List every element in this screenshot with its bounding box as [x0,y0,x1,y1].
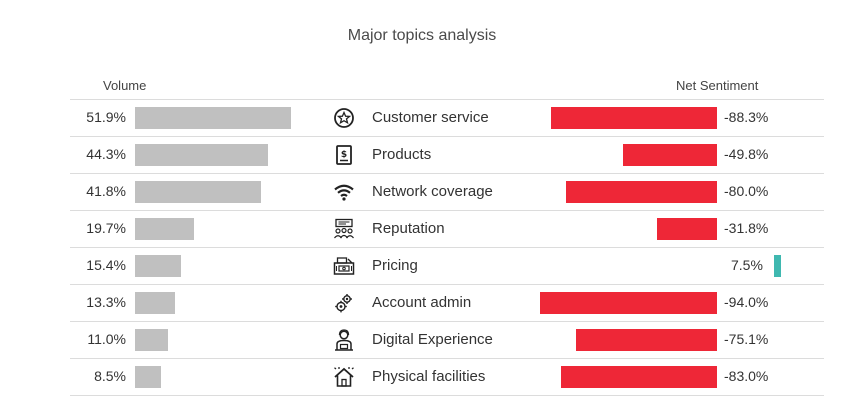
topic-label: Pricing [372,257,418,274]
table-row: 19.7% Reputation -31.8% [70,210,824,247]
negative-sentiment-bar [657,218,717,240]
topic-label: Customer service [372,109,489,126]
volume-bar [135,366,161,388]
topics-table: 51.9% Customer service -88.3% 44.3% $ Product… [70,99,824,396]
positive-sentiment-bar [774,255,781,277]
wifi-icon [332,180,356,204]
sentiment-value-label: -83.0% [724,368,769,384]
negative-sentiment-bar [540,292,717,314]
table-row: 51.9% Customer service -88.3% [70,99,824,136]
sentiment-value-label: -80.0% [724,183,769,199]
house-icon [332,365,356,389]
negative-sentiment-bar [623,144,717,166]
topic-label: Products [372,146,432,163]
agent-icon [332,328,356,352]
net-sentiment-header: Net Sentiment [676,78,759,93]
star-badge-icon [332,106,356,130]
topic-label: Network coverage [372,183,493,200]
topic-label: Account admin [372,294,472,311]
sentiment-value-label: -49.8% [724,146,769,162]
sentiment-value-label: 7.5% [731,257,763,273]
table-row: 13.3% Account admin -94.0% [70,284,824,321]
volume-value-label: 11.0% [87,331,126,347]
sentiment-value-label: -88.3% [724,109,769,125]
volume-bar [135,107,291,129]
volume-bar [135,181,261,203]
receipt-icon: $ [332,143,356,167]
table-row: 44.3% $ Products -49.8% [70,136,824,173]
topic-label: Physical facilities [372,368,486,385]
sentiment-value-label: -75.1% [724,331,769,347]
volume-value-label: 19.7% [86,220,126,236]
negative-sentiment-bar [560,366,717,388]
chart-title: Major topics analysis [347,27,497,44]
volume-bar [135,218,195,240]
volume-value-label: 41.8% [86,183,126,199]
table-row: 15.4% Pricing 7.5% [70,247,824,284]
topic-label: Digital Experience [372,331,493,348]
table-row: 8.5% Physical facilities -83.0% [70,358,824,396]
negative-sentiment-bar [550,107,717,129]
volume-value-label: 8.5% [94,368,126,384]
volume-value-label: 15.4% [86,257,126,273]
svg-text:$: $ [341,150,347,160]
negative-sentiment-bar [566,181,717,203]
sentiment-value-label: -94.0% [724,294,769,310]
people-monitor-icon [332,217,356,241]
volume-bar [135,292,175,314]
sentiment-value-label: -31.8% [724,220,769,236]
topic-label: Reputation [372,220,445,237]
table-row: 41.8% Network coverage -80.0% [70,173,824,210]
volume-bar [135,255,182,277]
volume-value-label: 13.3% [86,294,126,310]
volume-value-label: 51.9% [86,109,126,125]
cash-register-icon [332,254,356,278]
negative-sentiment-bar [575,329,717,351]
volume-bar [135,329,169,351]
volume-bar [135,144,269,166]
volume-header: Volume [103,78,147,93]
gears-icon [332,291,356,315]
table-row: 11.0% Digital Experience -75.1% [70,321,824,358]
volume-value-label: 44.3% [86,146,126,162]
